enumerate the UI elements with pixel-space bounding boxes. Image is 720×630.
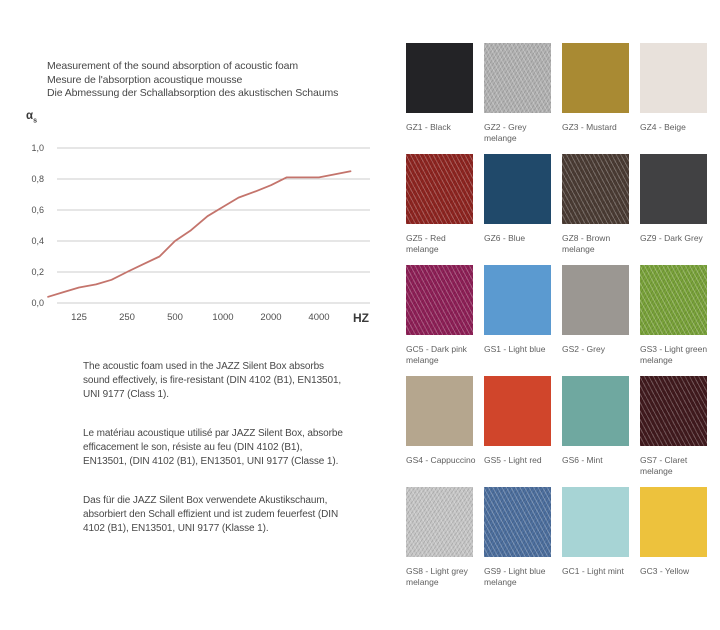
swatch-label-gc1: GC1 - Light mint	[562, 566, 624, 576]
paragraph-en: The acoustic foam used in the JAZZ Silen…	[83, 361, 342, 400]
swatch-cell: GS7 - Claret melange	[640, 376, 707, 487]
alpha-symbol: α	[26, 110, 34, 122]
title-de: Die Abmessung der Schallabsorption des a…	[47, 87, 339, 99]
y-tick-label: 0,4	[31, 236, 44, 246]
x-tick-label: 500	[167, 312, 183, 323]
swatch-label-gz4: GZ4 - Beige	[640, 122, 686, 132]
alpha-subscript: s	[33, 117, 37, 125]
x-axis-unit-label: HZ	[353, 311, 369, 325]
y-axis-title: αs	[26, 110, 37, 124]
swatch-color-gs4	[406, 376, 473, 446]
x-tick-label: 4000	[308, 312, 329, 323]
swatch-label-gs2: GS2 - Grey	[562, 344, 605, 354]
swatch-color-gc3	[640, 487, 707, 557]
swatch-label-gs6: GS6 - Mint	[562, 455, 603, 465]
swatch-label-gs7: GS7 - Claret melange	[640, 455, 688, 476]
swatch-color-gz5	[406, 154, 473, 224]
swatch-cell: GS5 - Light red	[484, 376, 551, 487]
swatch-label-gz8: GZ8 - Brown melange	[562, 233, 611, 254]
title-fr: Mesure de l'absorption acoustique mousse	[47, 73, 243, 86]
swatch-label-gz5: GZ5 - Red melange	[406, 233, 446, 254]
swatch-label-gs4: GS4 - Cappuccino	[406, 455, 476, 465]
swatch-cell: GS3 - Light green melange	[640, 265, 707, 376]
swatch-color-gz1	[406, 43, 473, 113]
swatch-color-gc1	[562, 487, 629, 557]
swatch-cell: GS8 - Light grey melange	[406, 487, 473, 598]
swatch-cell: GS1 - Light blue	[484, 265, 551, 376]
swatch-cell: GS2 - Grey	[562, 265, 629, 376]
swatch-cell: GS6 - Mint	[562, 376, 629, 487]
swatch-cell: GS4 - Cappuccino	[406, 376, 475, 487]
section-title: Measurement of the sound absorption of a…	[47, 60, 387, 101]
swatch-color-gz6	[484, 154, 551, 224]
swatch-label-gz1: GZ1 - Black	[406, 122, 451, 132]
paragraph-de: Das für die JAZZ Silent Box verwendete A…	[83, 495, 339, 534]
swatch-color-gc5	[406, 265, 473, 335]
swatch-label-gs8: GS8 - Light grey melange	[406, 566, 468, 587]
swatch-grid: GZ1 - Black GZ2 - Grey melange GZ3 - Mus…	[406, 43, 707, 598]
swatch-cell: GZ2 - Grey melange	[484, 43, 551, 154]
swatch-cell: GZ3 - Mustard	[562, 43, 629, 154]
absorption-chart: 1,0 0,8 0,6 0,4 0,2 0,0 125 250 500 1000 2000 4000 H…	[31, 143, 370, 325]
swatch-color-gs2	[562, 265, 629, 335]
swatch-cell: GZ1 - Black	[406, 43, 473, 154]
paragraph-fr: Le matériau acoustique utilisé par JAZZ …	[83, 428, 343, 467]
description-text: The acoustic foam used in the JAZZ Silen…	[83, 360, 346, 561]
absorption-curve	[47, 170, 352, 298]
swatch-color-gz2	[484, 43, 551, 113]
swatch-cell: GZ8 - Brown melange	[562, 154, 629, 265]
swatch-label-gz6: GZ6 - Blue	[484, 233, 526, 243]
swatch-cell: GZ4 - Beige	[640, 43, 707, 154]
swatch-label-gs9: GS9 - Light blue melange	[484, 566, 546, 587]
swatch-label-gs5: GS5 - Light red	[484, 455, 542, 465]
x-tick-label: 2000	[260, 312, 281, 323]
y-tick-label: 0,8	[31, 174, 44, 184]
swatch-cell: GZ9 - Dark Grey	[640, 154, 707, 265]
swatch-color-gs1	[484, 265, 551, 335]
swatch-cell: GZ6 - Blue	[484, 154, 551, 265]
swatch-cell: GC1 - Light mint	[562, 487, 629, 598]
swatch-color-gs7	[640, 376, 707, 446]
swatch-cell: GC3 - Yellow	[640, 487, 707, 598]
swatch-cell: GS9 - Light blue melange	[484, 487, 551, 598]
swatch-color-gz3	[562, 43, 629, 113]
swatch-label-gz3: GZ3 - Mustard	[562, 122, 617, 132]
swatch-label-gz2: GZ2 - Grey melange	[484, 122, 527, 143]
y-tick-label: 0,6	[31, 205, 44, 215]
y-tick-label: 0,0	[31, 298, 44, 308]
swatch-label-gc3: GC3 - Yellow	[640, 566, 690, 576]
swatch-color-gz9	[640, 154, 707, 224]
swatch-cell: GC5 - Dark pink melange	[406, 265, 473, 376]
swatch-color-gs9	[484, 487, 551, 557]
swatch-color-gs5	[484, 376, 551, 446]
swatch-color-gz8	[562, 154, 629, 224]
swatch-color-gs3	[640, 265, 707, 335]
x-tick-label: 1000	[212, 312, 233, 323]
swatch-label-gs3: GS3 - Light green melange	[640, 344, 708, 365]
x-tick-label: 250	[119, 312, 135, 323]
y-tick-label: 0,2	[31, 267, 44, 277]
swatch-color-gs8	[406, 487, 473, 557]
swatch-color-gz4	[640, 43, 707, 113]
y-tick-label: 1,0	[31, 143, 44, 153]
swatch-label-gs1: GS1 - Light blue	[484, 344, 546, 354]
title-en: Measurement of the sound absorption of a…	[47, 60, 299, 72]
swatch-color-gs6	[562, 376, 629, 446]
swatch-label-gc5: GC5 - Dark pink melange	[406, 344, 467, 365]
swatch-label-gz9: GZ9 - Dark Grey	[640, 233, 703, 243]
x-tick-label: 125	[71, 312, 87, 323]
swatch-cell: GZ5 - Red melange	[406, 154, 473, 265]
